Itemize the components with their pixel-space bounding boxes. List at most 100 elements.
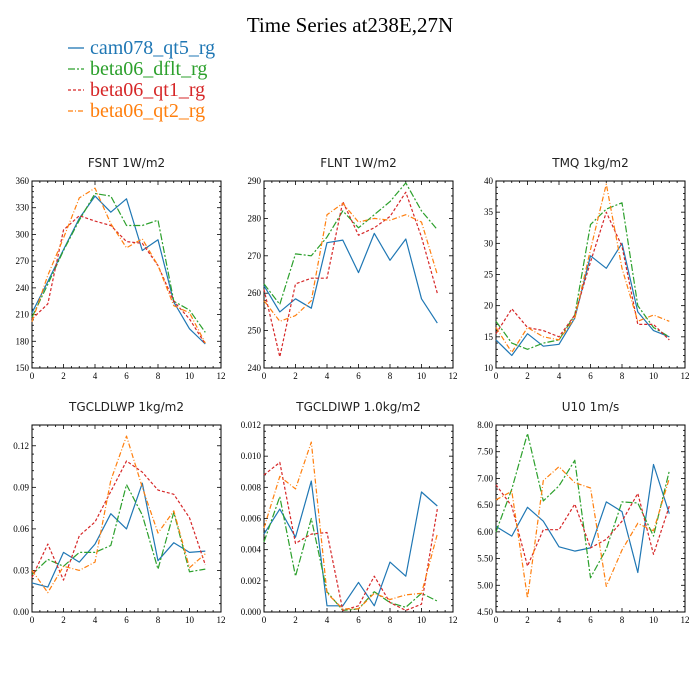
- chart-panel: TMQ 1kg/m2 0 2 4 6 8 10 12 10 15 20 25 30 35 40: [484, 156, 690, 381]
- x-tick-label: 6: [588, 615, 593, 625]
- y-tick-label: 15: [484, 332, 494, 342]
- chart-panel: U10 1m/s 0 2 4 6 8 10 12 4.50 5.00 5.50 6.00 6.50 7.0…: [477, 400, 689, 625]
- series-line-cam078_qt5_rg: [31, 195, 206, 345]
- chart-panel: TGCLDIWP 1.0kg/m2 0 2 4 6 8 10 12 0.000 0.002 0.00…: [241, 400, 458, 625]
- legend-item: beta06_qt2_rg: [68, 100, 205, 122]
- series-line-beta06_qt1_rg: [495, 211, 670, 341]
- y-tick-label: 330: [16, 203, 30, 213]
- series-line-beta06_dflt_rg: [495, 432, 670, 579]
- chart-title: FSNT 1W/m2: [88, 156, 165, 170]
- y-tick-label: 35: [484, 207, 494, 217]
- y-tick-label: 0.09: [13, 482, 29, 492]
- x-tick-label: 12: [449, 615, 458, 625]
- y-tick-label: 20: [484, 301, 494, 311]
- y-tick-label: 6.50: [477, 500, 493, 510]
- y-tick-label: 240: [16, 283, 30, 293]
- series-line-cam078_qt5_rg: [495, 463, 670, 574]
- y-tick-label: 5.00: [477, 580, 493, 590]
- x-tick-label: 2: [61, 615, 66, 625]
- y-tick-label: 0.00: [13, 607, 29, 617]
- plot-frame: [263, 180, 454, 369]
- y-tick-label: 8.00: [477, 420, 493, 430]
- series-line-beta06_qt1_rg: [495, 484, 670, 567]
- y-tick-label: 40: [484, 176, 494, 186]
- y-tick-label: 0.03: [13, 565, 29, 575]
- series-line-beta06_qt2_rg: [495, 183, 670, 353]
- y-tick-label: 25: [484, 270, 494, 280]
- series-line-beta06_qt1_rg: [31, 215, 206, 345]
- y-tick-label: 10: [484, 363, 494, 373]
- x-tick-label: 0: [262, 615, 267, 625]
- series-line-cam078_qt5_rg: [31, 482, 206, 588]
- y-tick-label: 260: [248, 288, 262, 298]
- x-tick-label: 10: [649, 615, 659, 625]
- y-tick-label: 0.004: [241, 545, 262, 555]
- y-tick-label: 7.50: [477, 447, 493, 457]
- y-tick-label: 150: [16, 363, 30, 373]
- x-tick-label: 6: [124, 371, 129, 381]
- chart-panel: FLNT 1W/m2 0 2 4 6 8 10 12 240 250 260 270 280 290: [248, 156, 458, 381]
- legend-item: beta06_qt1_rg: [68, 79, 205, 101]
- x-tick-label: 6: [356, 615, 361, 625]
- series-line-beta06_qt2_rg: [495, 466, 670, 599]
- y-tick-label: 0.12: [13, 441, 29, 451]
- x-tick-label: 12: [449, 371, 458, 381]
- chart-panels: FSNT 1W/m20 2 4 6 8 10 12150180210240270300330…: [13, 156, 689, 625]
- y-tick-label: 7.00: [477, 473, 493, 483]
- chart-title: TMQ 1kg/m2: [551, 156, 629, 170]
- y-tick-label: 270: [248, 251, 262, 261]
- x-tick-label: 4: [557, 371, 562, 381]
- series-line-beta06_dflt_rg: [263, 496, 438, 612]
- series-line-beta06_qt1_rg: [263, 191, 438, 358]
- x-tick-label: 12: [681, 371, 690, 381]
- y-tick-label: 4.50: [477, 607, 493, 617]
- legend-label: cam078_qt5_rg: [90, 37, 215, 59]
- legend-label: beta06_qt2_rg: [90, 100, 205, 122]
- x-tick-label: 4: [557, 615, 562, 625]
- series-line-beta06_qt2_rg: [263, 202, 438, 322]
- plot-frame: [31, 180, 222, 369]
- x-tick-label: 8: [620, 371, 625, 381]
- x-tick-label: 4: [93, 371, 98, 381]
- legend-item: cam078_qt5_rg: [68, 37, 215, 59]
- x-tick-label: 0: [494, 615, 499, 625]
- series-line-beta06_dflt_rg: [495, 202, 670, 350]
- x-tick-label: 8: [156, 615, 161, 625]
- chart-title: TGCLDLWP 1kg/m2: [68, 400, 184, 414]
- y-tick-label: 0.000: [241, 607, 262, 617]
- x-tick-label: 10: [417, 615, 427, 625]
- x-tick-label: 4: [325, 371, 330, 381]
- series-line-beta06_dflt_rg: [263, 182, 438, 305]
- figure-title: Time Series at238E,27N: [247, 13, 453, 37]
- x-tick-label: 4: [325, 615, 330, 625]
- series-line-beta06_qt1_rg: [263, 461, 438, 612]
- x-tick-label: 2: [525, 615, 530, 625]
- x-tick-label: 0: [30, 371, 35, 381]
- chart-title: FLNT 1W/m2: [320, 156, 397, 170]
- x-tick-label: 6: [356, 371, 361, 381]
- series-line-beta06_dflt_rg: [31, 192, 206, 333]
- y-tick-label: 30: [484, 238, 494, 248]
- legend: cam078_qt5_rgbeta06_dflt_rgbeta06_qt1_rg…: [68, 37, 215, 122]
- series-line-cam078_qt5_rg: [263, 480, 438, 607]
- x-tick-label: 0: [30, 615, 35, 625]
- series-line-beta06_qt1_rg: [31, 460, 206, 581]
- y-tick-label: 6.00: [477, 527, 493, 537]
- y-tick-label: 280: [248, 213, 262, 223]
- legend-item: beta06_dflt_rg: [68, 58, 207, 80]
- series-line-beta06_qt2_rg: [31, 187, 206, 344]
- x-tick-label: 0: [262, 371, 267, 381]
- x-tick-label: 8: [156, 371, 161, 381]
- y-tick-label: 210: [16, 310, 30, 320]
- series-line-cam078_qt5_rg: [495, 242, 670, 357]
- x-tick-label: 2: [525, 371, 530, 381]
- x-tick-label: 8: [620, 615, 625, 625]
- y-tick-label: 0.006: [241, 514, 262, 524]
- x-tick-label: 6: [124, 615, 129, 625]
- y-tick-label: 240: [248, 363, 262, 373]
- y-tick-label: 300: [16, 229, 30, 239]
- x-tick-label: 8: [388, 615, 393, 625]
- x-tick-label: 4: [93, 615, 98, 625]
- x-tick-label: 10: [185, 615, 195, 625]
